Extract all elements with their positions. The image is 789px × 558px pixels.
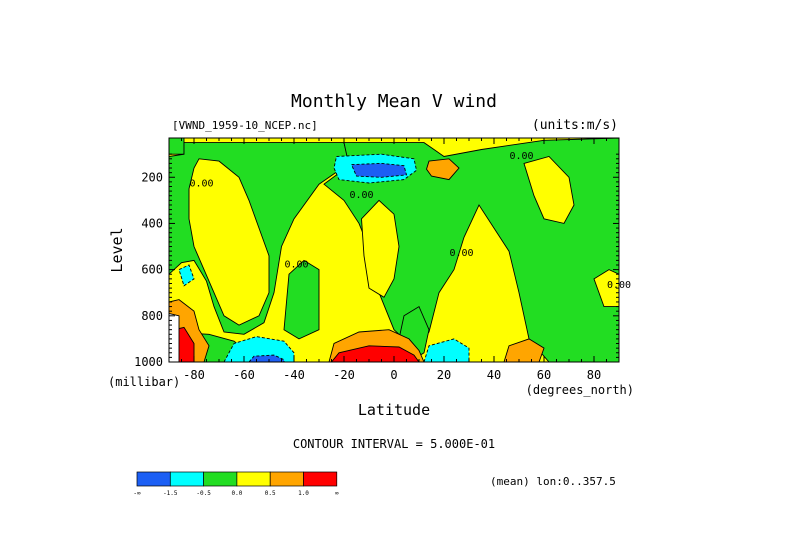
colorbar-swatch	[269, 471, 304, 487]
x-tick-label: -80	[183, 368, 205, 382]
contour-region	[423, 338, 470, 362]
chart-title: Monthly Mean V wind	[291, 91, 497, 112]
contour-region	[178, 264, 195, 287]
y-axis-label: Level	[108, 227, 126, 272]
y-tick-label: 200	[141, 170, 163, 184]
colorbar-label: -∞	[133, 490, 141, 497]
contour-region	[248, 354, 285, 362]
contour-region	[330, 345, 420, 362]
y-axis-units: (millibar)	[108, 375, 180, 389]
contour-region	[169, 313, 180, 362]
x-tick-label: 60	[537, 368, 551, 382]
x-tick-label: -60	[233, 368, 255, 382]
x-tick-label: 0	[390, 368, 397, 382]
contour-region	[523, 155, 575, 224]
units-label: (units:m/s)	[532, 118, 618, 133]
colorbar-label: 1.0	[298, 490, 309, 497]
contour-region	[283, 259, 320, 340]
colorbar: -∞ -1.5 -0.5 0.0 0.5 1.0 ∞	[133, 471, 339, 497]
y-tick-label: 400	[141, 216, 163, 230]
colorbar-swatch	[203, 471, 238, 487]
longitude-mean-note: (mean) lon:0..357.5	[490, 475, 616, 488]
colorbar-swatch	[303, 471, 338, 487]
x-axis-label: Latitude	[358, 401, 430, 419]
colorbar-swatch	[136, 471, 171, 487]
colorbar-swatch	[169, 471, 204, 487]
colorbar-label: -1.5	[163, 490, 178, 497]
colorbar-label: -0.5	[196, 490, 211, 497]
contour-region	[503, 338, 545, 362]
x-tick-label: 20	[437, 368, 451, 382]
y-tick-label: 600	[141, 263, 163, 277]
contour-region	[426, 158, 460, 181]
contour-region	[593, 269, 619, 308]
plot-area	[169, 138, 619, 362]
x-axis-units: (degrees_north)	[526, 383, 634, 397]
contour-label: 0.00	[449, 248, 473, 259]
contour-region	[188, 158, 270, 326]
y-tick-label: 800	[141, 309, 163, 323]
y-tick-label: 1000	[134, 355, 163, 369]
contour-region	[361, 199, 400, 298]
colorbar-swatch	[236, 471, 271, 487]
dataset-label: [VWND_1959-10_NCEP.nc]	[172, 119, 318, 132]
axis-tick-labels: -80 -60 -40 -20 0 20 40 60 80 200 400 600 800 1000	[134, 170, 601, 382]
contour-label: 0.00	[509, 151, 533, 162]
contour-region	[223, 336, 295, 362]
x-tick-label: 80	[587, 368, 601, 382]
contour-interval-note: CONTOUR INTERVAL = 5.000E-01	[293, 437, 495, 451]
colorbar-label: 0.0	[231, 490, 242, 497]
x-tick-label: 40	[487, 368, 501, 382]
contour-region	[350, 162, 408, 178]
x-tick-label: -20	[333, 368, 355, 382]
axis-ticks	[168, 138, 620, 363]
colorbar-label: 0.5	[265, 490, 276, 497]
contour-label: 0.00	[189, 178, 213, 189]
contour-label: 0.00	[284, 259, 308, 270]
contour-label: 0.00	[349, 190, 373, 201]
colorbar-label: ∞	[335, 490, 339, 497]
x-tick-label: -40	[283, 368, 305, 382]
